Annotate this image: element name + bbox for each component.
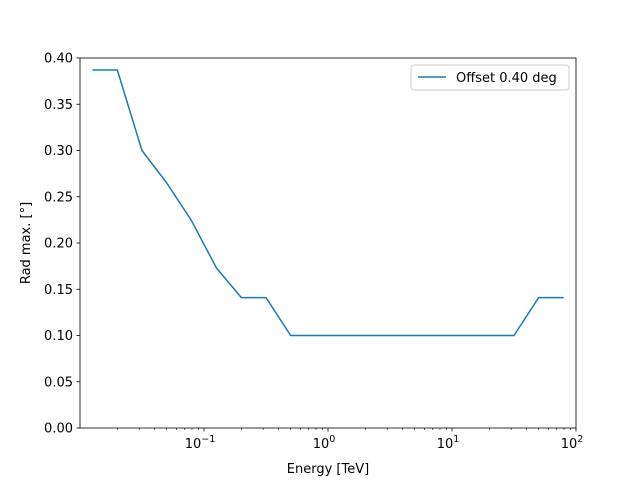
x-tick-label-exp-1: 0 xyxy=(329,434,335,445)
y-tick-label-6: 0.30 xyxy=(44,144,73,159)
x-tick-label-exp-0: −1 xyxy=(201,434,215,445)
axis-ticks: 0.000.050.100.150.200.250.300.350.4010−1… xyxy=(44,52,583,453)
x-tick-label-1: 100 xyxy=(313,434,336,452)
legend-box xyxy=(410,64,570,91)
y-tick-label-0: 0.00 xyxy=(44,422,73,437)
y-tick-label-4: 0.20 xyxy=(44,237,73,252)
y-tick-label-8: 0.40 xyxy=(44,52,73,67)
y-tick-label-2: 0.10 xyxy=(44,329,73,344)
series-line-0 xyxy=(92,69,564,337)
plot-frame xyxy=(79,57,577,429)
x-tick-label-exp-2: 1 xyxy=(453,434,459,445)
legend-label-series-0: Offset 0.40 deg xyxy=(456,71,557,86)
x-tick-label-base-3: 10 xyxy=(561,437,578,452)
y-axis-label: Rad max. [°] xyxy=(19,202,34,284)
legend: Offset 0.40 deg xyxy=(410,64,570,91)
y-tick-label-1: 0.05 xyxy=(44,375,73,390)
x-axis-label: Energy [TeV] xyxy=(287,462,369,477)
x-tick-label-0: 10−1 xyxy=(185,434,216,452)
series-layer xyxy=(92,69,564,337)
x-tick-label-exp-3: 2 xyxy=(577,434,583,445)
y-tick-label-3: 0.15 xyxy=(44,283,73,298)
y-tick-label-5: 0.25 xyxy=(44,190,73,205)
x-tick-label-base-1: 10 xyxy=(313,437,330,452)
x-tick-label-base-0: 10 xyxy=(185,437,202,452)
x-tick-label-base-2: 10 xyxy=(437,437,454,452)
plot-area xyxy=(80,58,576,428)
y-tick-label-7: 0.35 xyxy=(44,98,73,113)
x-tick-label-3: 102 xyxy=(561,434,584,452)
x-tick-label-2: 101 xyxy=(437,434,460,452)
